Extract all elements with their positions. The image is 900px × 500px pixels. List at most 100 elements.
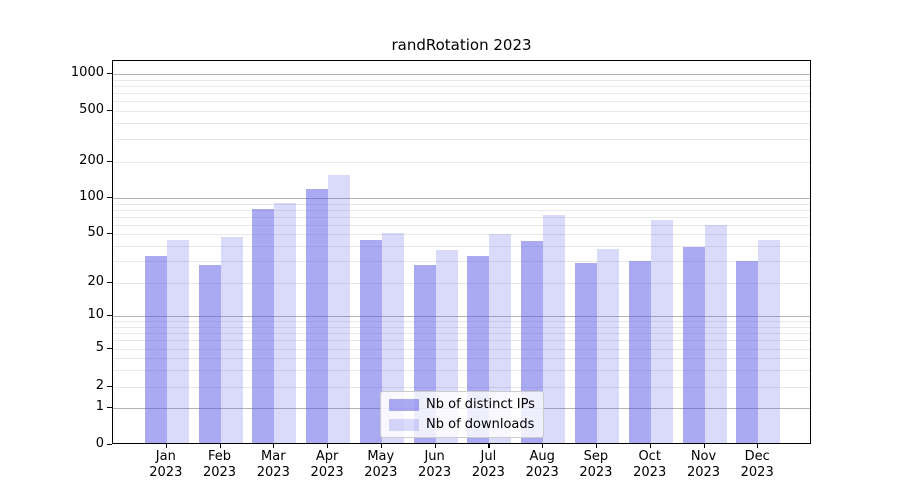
x-tick-mark-nov	[703, 444, 705, 448]
legend-swatch-downloads	[389, 418, 419, 431]
x-tick-label-oct: Oct 2023	[633, 449, 667, 480]
chart-title: randRotation 2023	[391, 36, 532, 54]
x-tick-mark-may	[380, 444, 382, 448]
gridline-3	[113, 370, 810, 372]
gridline-800	[113, 85, 810, 87]
y-tick-label-2: 2	[95, 378, 104, 393]
bar-ips-feb	[198, 265, 221, 443]
legend-label-ips: Nb of distinct IPs	[426, 397, 535, 412]
bar-downloads-feb	[220, 237, 243, 443]
bar-downloads-jan	[166, 239, 189, 443]
x-tick-mark-sep	[595, 444, 598, 448]
gridline-300	[113, 139, 810, 141]
legend-item-ips: Nb of distinct IPs	[389, 397, 535, 412]
bar-downloads-may	[381, 233, 404, 443]
bar-ips-dec	[736, 261, 759, 443]
bar-ips-nov	[682, 247, 705, 443]
gridline-40	[113, 245, 810, 247]
y-tick-label-0: 0	[95, 436, 104, 451]
x-tick-label-may: May 2023	[364, 449, 398, 480]
x-tick-mark-feb	[219, 444, 221, 448]
x-tick-mark-mar	[273, 444, 275, 448]
y-tick-mark-50	[107, 233, 112, 235]
plot-area	[112, 60, 811, 444]
gridline-900	[113, 79, 810, 81]
gridline-50	[113, 234, 810, 235]
gridline-5	[113, 349, 810, 350]
gridline-200	[113, 162, 810, 163]
legend-swatch-ips	[389, 398, 419, 411]
y-tick-label-10: 10	[87, 307, 104, 322]
bar-downloads-mar	[274, 202, 297, 443]
bar-downloads-dec	[758, 239, 781, 443]
x-tick-label-feb: Feb 2023	[202, 449, 237, 480]
gridline-700	[113, 93, 810, 94]
bar-ips-apr	[306, 188, 329, 443]
x-tick-label-sep: Sep 2023	[579, 449, 613, 480]
y-tick-label-5: 5	[95, 340, 104, 355]
gridline-80	[113, 209, 810, 211]
gridline-7	[113, 333, 810, 334]
y-tick-mark-10	[107, 315, 112, 317]
y-tick-mark-100	[107, 197, 112, 199]
gridline-60	[113, 224, 810, 226]
bar-downloads-nov	[704, 225, 727, 443]
y-tick-mark-0	[107, 444, 112, 446]
gridline-8	[113, 326, 810, 328]
x-tick-mark-aug	[542, 444, 544, 448]
x-tick-mark-apr	[327, 444, 329, 448]
gridline-6	[113, 340, 810, 342]
bar-ips-oct	[628, 261, 651, 443]
gridline-70	[113, 216, 810, 218]
y-tick-mark-500	[107, 110, 112, 112]
gridline-10	[113, 316, 810, 317]
x-tick-label-mar: Mar 2023	[256, 449, 290, 480]
x-tick-mark-jul	[488, 444, 490, 448]
bar-downloads-sep	[596, 248, 619, 443]
gridline-9	[113, 321, 810, 322]
bar-ips-jan	[144, 256, 167, 443]
y-tick-label-50: 50	[87, 225, 104, 240]
y-tick-label-500: 500	[79, 102, 104, 117]
y-tick-label-100: 100	[79, 189, 104, 204]
x-tick-mark-jan	[165, 444, 167, 448]
bar-downloads-oct	[650, 220, 673, 443]
x-tick-label-aug: Aug 2023	[525, 449, 559, 480]
gridline-20	[113, 283, 810, 284]
y-tick-mark-1	[107, 407, 112, 409]
bar-downloads-jul	[489, 234, 512, 443]
gridline-2	[113, 387, 810, 388]
legend-item-downloads: Nb of downloads	[389, 417, 535, 432]
y-tick-mark-1000	[107, 73, 112, 75]
y-tick-mark-5	[107, 348, 112, 350]
x-tick-label-jul: Jul 2023	[471, 449, 505, 480]
y-tick-mark-2	[107, 386, 112, 388]
y-tick-label-200: 200	[79, 153, 104, 168]
y-tick-label-20: 20	[87, 274, 104, 289]
gridline-1000	[113, 74, 810, 75]
gridline-4	[113, 358, 810, 360]
gridline-600	[113, 101, 810, 103]
y-tick-mark-20	[107, 282, 112, 284]
x-tick-mark-dec	[757, 444, 759, 448]
bar-ips-sep	[574, 263, 597, 443]
x-tick-mark-oct	[649, 444, 651, 448]
x-tick-label-dec: Dec 2023	[740, 449, 774, 480]
x-tick-mark-jun	[434, 444, 436, 448]
bar-ips-may	[359, 239, 382, 443]
bar-ips-mar	[252, 208, 275, 443]
y-tick-label-1: 1	[95, 399, 104, 414]
bar-downloads-apr	[328, 175, 351, 443]
legend-label-downloads: Nb of downloads	[426, 417, 535, 432]
gridline-500	[113, 111, 810, 112]
y-tick-label-1000: 1000	[70, 65, 104, 80]
x-tick-label-nov: Nov 2023	[686, 449, 721, 480]
legend: Nb of distinct IPs Nb of downloads	[380, 391, 544, 438]
x-tick-label-jan: Jan 2023	[149, 449, 183, 480]
x-tick-label-jun: Jun 2023	[418, 449, 452, 480]
y-tick-mark-200	[107, 161, 112, 163]
gridline-100	[113, 198, 810, 199]
gridline-400	[113, 123, 810, 125]
bar-downloads-aug	[543, 215, 566, 443]
